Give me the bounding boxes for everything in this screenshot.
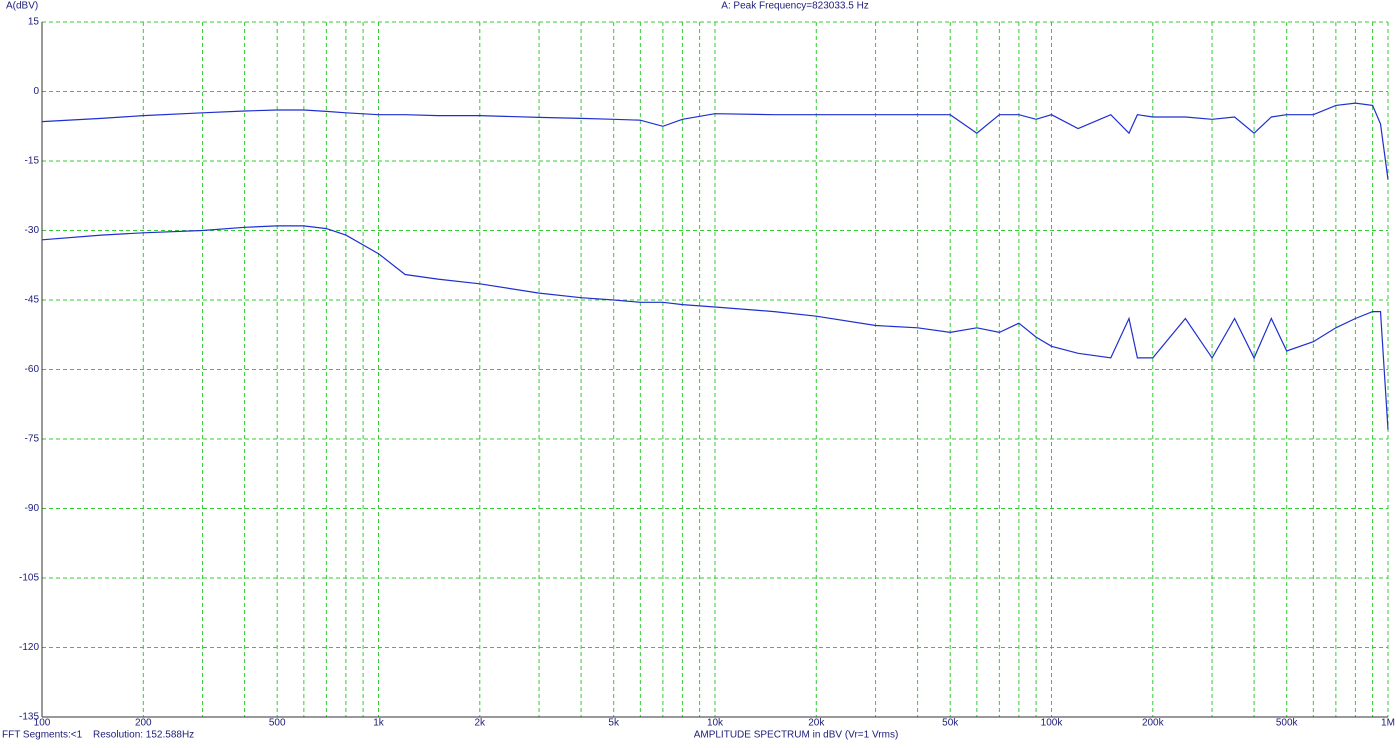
y-tick-label: 15 xyxy=(28,17,40,28)
y-tick-label: -45 xyxy=(25,295,40,306)
y-tick-label: -15 xyxy=(25,156,40,167)
footer-text: Resolution: 152.588Hz xyxy=(93,730,194,741)
x-axis-label: AMPLITUDE SPECTRUM in dBV (Vr=1 Vrms) xyxy=(694,730,899,741)
footer-text: FFT Segments:<1 xyxy=(2,730,83,741)
x-tick-label: 20k xyxy=(808,718,825,729)
y-tick-label: -60 xyxy=(25,364,40,375)
x-tick-label: 10k xyxy=(707,718,724,729)
x-tick-label: 500k xyxy=(1276,718,1299,729)
x-tick-label: 200 xyxy=(135,718,152,729)
y-tick-label: -120 xyxy=(19,642,39,653)
x-tick-label: 50k xyxy=(942,718,959,729)
peak-annotation: A: Peak Frequency=823033.5 Hz xyxy=(721,1,869,12)
x-tick-label: 100k xyxy=(1041,718,1064,729)
y-tick-label: -30 xyxy=(25,225,40,236)
x-tick-label: 200k xyxy=(1142,718,1165,729)
x-tick-label: 5k xyxy=(608,718,620,729)
y-tick-label: -135 xyxy=(19,712,39,723)
x-tick-label: 1M xyxy=(1381,718,1395,729)
x-tick-label: 2k xyxy=(475,718,487,729)
y-axis-label: A(dBV) xyxy=(6,1,38,12)
x-tick-label: 1k xyxy=(373,718,385,729)
y-tick-label: -90 xyxy=(25,503,40,514)
x-tick-label: 100 xyxy=(34,718,51,729)
series-line xyxy=(41,102,1389,180)
x-tick-label: 500 xyxy=(269,718,286,729)
y-tick-label: -75 xyxy=(25,434,40,445)
y-tick-label: 0 xyxy=(33,86,39,97)
y-tick-label: -105 xyxy=(19,573,39,584)
series-line xyxy=(41,225,1389,430)
